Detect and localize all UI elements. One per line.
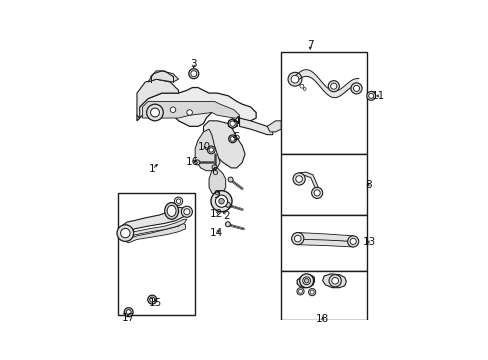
Polygon shape	[322, 274, 346, 288]
Circle shape	[299, 274, 313, 288]
Text: 1: 1	[148, 164, 155, 174]
Circle shape	[287, 72, 301, 86]
Circle shape	[296, 288, 304, 295]
Bar	[281, 215, 366, 270]
Circle shape	[212, 165, 217, 170]
Text: 16: 16	[185, 157, 199, 167]
Circle shape	[176, 199, 181, 203]
Bar	[281, 154, 366, 215]
Text: 12: 12	[209, 209, 222, 219]
Text: 6: 6	[211, 167, 218, 177]
Circle shape	[327, 81, 339, 92]
Circle shape	[229, 121, 235, 126]
Bar	[281, 270, 366, 320]
Circle shape	[228, 177, 233, 182]
Circle shape	[186, 110, 192, 115]
Circle shape	[330, 83, 336, 89]
Circle shape	[295, 176, 302, 183]
Polygon shape	[137, 87, 256, 126]
Text: 13: 13	[362, 237, 375, 247]
Circle shape	[350, 83, 361, 94]
Text: 15: 15	[148, 298, 161, 308]
Polygon shape	[203, 121, 244, 168]
Text: 14: 14	[209, 228, 222, 238]
Circle shape	[228, 135, 236, 143]
Polygon shape	[267, 121, 281, 132]
Circle shape	[313, 190, 320, 196]
Circle shape	[121, 228, 130, 238]
Bar	[117, 193, 195, 315]
Circle shape	[225, 222, 230, 227]
Polygon shape	[123, 219, 186, 239]
Circle shape	[328, 275, 341, 287]
Circle shape	[304, 279, 308, 283]
Circle shape	[230, 136, 234, 141]
Circle shape	[311, 187, 322, 198]
Polygon shape	[137, 79, 178, 118]
Text: 3: 3	[190, 59, 197, 69]
Polygon shape	[125, 223, 185, 243]
Circle shape	[353, 85, 359, 91]
Circle shape	[126, 310, 131, 315]
Circle shape	[218, 198, 224, 204]
Circle shape	[298, 289, 302, 293]
Circle shape	[207, 146, 215, 154]
Text: 8: 8	[365, 180, 371, 190]
Circle shape	[331, 278, 338, 284]
Circle shape	[117, 225, 133, 242]
Text: 17: 17	[121, 314, 134, 323]
Text: 2: 2	[223, 211, 230, 221]
Circle shape	[303, 87, 305, 90]
Circle shape	[174, 197, 183, 205]
Text: 10: 10	[197, 142, 210, 152]
Circle shape	[291, 233, 303, 245]
Text: 9: 9	[213, 190, 220, 200]
Circle shape	[290, 75, 298, 83]
Circle shape	[347, 236, 358, 247]
Circle shape	[302, 277, 310, 285]
Bar	[281, 51, 366, 154]
Text: 5: 5	[233, 132, 240, 143]
Circle shape	[308, 288, 315, 296]
Circle shape	[349, 238, 355, 244]
Circle shape	[208, 148, 213, 152]
Ellipse shape	[164, 203, 178, 219]
Circle shape	[292, 173, 305, 185]
Circle shape	[309, 290, 313, 294]
Polygon shape	[148, 71, 178, 82]
Circle shape	[170, 107, 175, 112]
Circle shape	[368, 93, 373, 98]
Polygon shape	[239, 118, 272, 135]
Polygon shape	[297, 233, 352, 242]
Polygon shape	[142, 102, 239, 118]
Ellipse shape	[167, 205, 176, 216]
Circle shape	[150, 108, 159, 117]
Circle shape	[215, 195, 227, 207]
Circle shape	[294, 235, 301, 242]
Text: 4: 4	[233, 116, 240, 126]
Polygon shape	[195, 129, 220, 171]
Circle shape	[149, 297, 154, 302]
Circle shape	[181, 206, 192, 217]
Polygon shape	[122, 207, 186, 233]
Text: 18: 18	[315, 314, 328, 324]
Polygon shape	[299, 172, 318, 198]
Circle shape	[366, 91, 375, 100]
Polygon shape	[297, 275, 314, 288]
Polygon shape	[297, 238, 352, 247]
Circle shape	[124, 308, 133, 316]
Circle shape	[210, 191, 232, 212]
Circle shape	[299, 84, 303, 88]
Circle shape	[188, 69, 198, 79]
Circle shape	[225, 202, 230, 207]
Circle shape	[195, 160, 200, 165]
Circle shape	[190, 71, 196, 77]
Text: 7: 7	[306, 40, 313, 50]
Polygon shape	[208, 168, 225, 195]
Circle shape	[146, 104, 163, 121]
Circle shape	[183, 209, 189, 215]
Circle shape	[228, 119, 237, 128]
Text: 11: 11	[371, 91, 384, 101]
Circle shape	[147, 295, 156, 304]
